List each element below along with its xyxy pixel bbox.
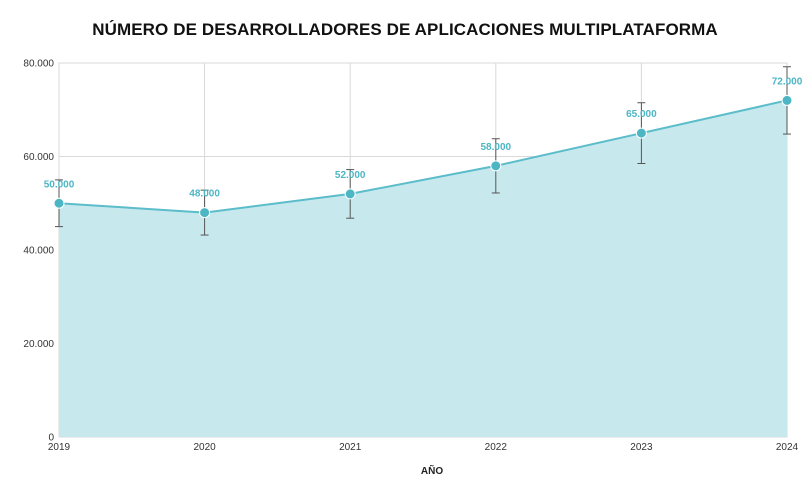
x-tick-label: 2021 [339, 442, 362, 453]
x-tick-label: 2022 [485, 442, 508, 453]
data-label: 50.000 [44, 179, 75, 190]
y-tick-label: 80.000 [23, 59, 54, 70]
area-fill [59, 100, 787, 438]
area-layer [58, 99, 788, 438]
data-label: 65.000 [626, 109, 657, 120]
data-point [635, 127, 647, 139]
axis-layer: 0 20.000 40.000 60.000 80.000 2019 2020 2021 202… [23, 59, 798, 478]
data-label: 52.000 [335, 170, 366, 181]
x-tick-label: 2020 [193, 442, 216, 453]
y-tick-label: 20.000 [23, 339, 54, 350]
x-tick-label: 2024 [776, 442, 799, 453]
data-label: 48.000 [189, 189, 220, 200]
marker-layer [53, 94, 793, 219]
series-line [58, 99, 788, 214]
data-label: 58.000 [481, 142, 512, 153]
data-label-layer: 50.000 48.000 52.000 58.000 65.000 72.000 [44, 76, 803, 199]
data-point [490, 160, 502, 172]
x-tick-label: 2023 [630, 442, 653, 453]
y-tick-label: 60.000 [23, 152, 54, 163]
data-point [53, 197, 65, 209]
data-label: 72.000 [772, 76, 803, 87]
x-axis-title: AÑO [421, 464, 443, 477]
y-tick-label: 40.000 [23, 246, 54, 257]
data-point [199, 207, 211, 219]
y-tick-label: 0 [48, 433, 54, 444]
data-point [781, 94, 793, 106]
x-tick-label: 2019 [48, 442, 71, 453]
chart-title: NÚMERO DE DESARROLLADORES DE APLICACIONE… [92, 20, 718, 39]
data-point [344, 188, 356, 200]
